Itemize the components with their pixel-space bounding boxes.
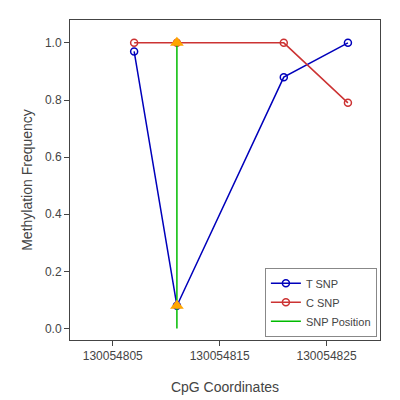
svg-text:0.8: 0.8	[45, 93, 62, 107]
svg-text:T SNP: T SNP	[306, 278, 338, 290]
svg-text:0.2: 0.2	[45, 265, 62, 279]
svg-text:Methylation Frequency: Methylation Frequency	[19, 109, 35, 251]
svg-text:C SNP: C SNP	[306, 297, 340, 309]
svg-text:SNP Position: SNP Position	[306, 316, 371, 328]
svg-text:130054825: 130054825	[297, 349, 357, 363]
svg-text:0.6: 0.6	[45, 150, 62, 164]
svg-text:130054815: 130054815	[190, 349, 250, 363]
svg-text:130054805: 130054805	[83, 349, 143, 363]
svg-text:0.4: 0.4	[45, 207, 62, 221]
svg-text:1.0: 1.0	[45, 36, 62, 50]
svg-text:0.0: 0.0	[45, 322, 62, 336]
svg-text:CpG Coordinates: CpG Coordinates	[171, 379, 279, 395]
